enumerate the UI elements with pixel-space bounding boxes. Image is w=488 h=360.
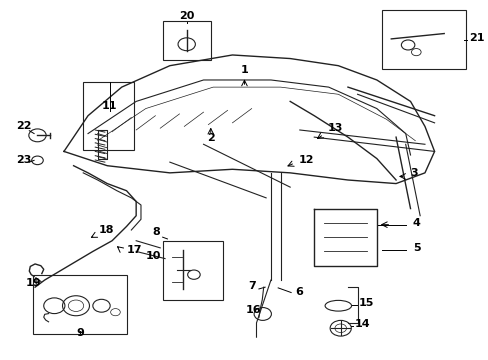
Text: 13: 13 [327,123,343,133]
Text: 19: 19 [25,278,41,288]
FancyBboxPatch shape [381,10,465,69]
FancyBboxPatch shape [33,275,126,334]
FancyBboxPatch shape [163,241,223,300]
Text: 22: 22 [16,121,31,131]
Text: 18: 18 [99,225,114,235]
Text: 15: 15 [358,298,373,308]
Text: 1: 1 [240,65,248,75]
Text: 23: 23 [16,155,31,165]
Text: 9: 9 [76,328,83,338]
Text: 10: 10 [145,251,161,261]
Text: 12: 12 [298,155,314,165]
Text: 6: 6 [294,287,302,297]
Text: 7: 7 [247,281,255,291]
Text: 4: 4 [412,219,420,229]
Text: 17: 17 [126,245,142,255]
Text: 3: 3 [410,168,417,179]
Text: 14: 14 [354,319,370,329]
Text: 20: 20 [179,11,194,21]
Text: 21: 21 [468,33,484,43]
Text: 2: 2 [206,133,214,143]
Text: 16: 16 [245,305,261,315]
FancyBboxPatch shape [163,21,210,60]
Text: 8: 8 [152,228,160,237]
Text: 5: 5 [412,243,420,253]
Text: 11: 11 [102,100,117,111]
